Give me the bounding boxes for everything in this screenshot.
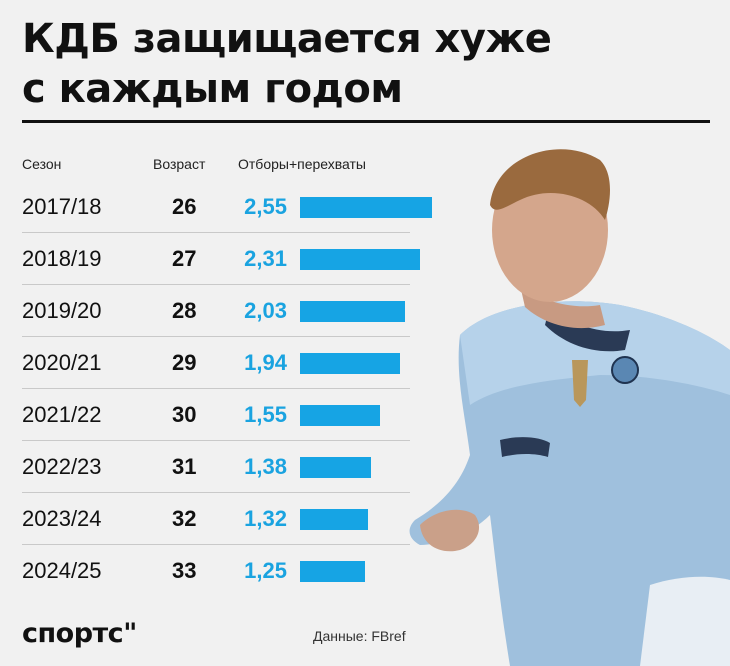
age-value: 33 [172,558,197,583]
age-value: 27 [172,246,197,271]
table-row: 2019/20 28 2,03 [22,285,410,337]
age-value: 31 [172,454,197,479]
value-label: 2,03 [244,298,287,323]
age-value: 32 [172,506,197,531]
value-bar [300,509,369,530]
row-divider [22,388,410,389]
header-season: Сезон [22,156,62,172]
age-value: 29 [172,350,197,375]
table-row: 2020/21 29 1,94 [22,337,410,389]
row-divider [22,284,410,285]
season-label: 2023/24 [22,506,102,531]
value-bar [300,197,432,218]
header-age: Возраст [153,156,206,172]
value-label: 1,38 [244,454,287,479]
value-bar [300,249,420,270]
table-row: 2018/19 27 2,31 [22,233,420,285]
value-bar [300,353,401,374]
value-bar [300,405,381,426]
age-value: 30 [172,402,197,427]
table-row: 2023/24 32 1,32 [22,493,410,545]
season-label: 2022/23 [22,454,102,479]
row-divider [22,544,410,545]
table-row: 2022/23 31 1,38 [22,441,410,493]
row-divider [22,440,410,441]
player-photo [409,149,730,666]
value-bar [300,561,365,582]
value-label: 1,94 [244,350,287,375]
table-row: 2021/22 30 1,55 [22,389,410,441]
row-divider [22,232,410,233]
table-row: 2017/18 26 2,55 [22,181,432,233]
value-label: 2,31 [244,246,287,271]
chart-title: КДБ защищается хуже с каждым годом [22,14,552,114]
season-label: 2017/18 [22,194,102,219]
header-value: Отборы+перехваты [238,156,366,172]
value-label: 1,55 [244,402,287,427]
season-label: 2018/19 [22,246,102,271]
value-label: 1,32 [244,506,287,531]
sports-logo: спортс" [22,618,137,649]
value-label: 2,55 [244,194,287,219]
season-label: 2024/25 [22,558,102,583]
title-line-1: КДБ защищается хуже [22,16,552,62]
season-label: 2019/20 [22,298,102,323]
row-divider [22,336,410,337]
value-bar [300,301,406,322]
table-row: 2024/25 33 1,25 [22,545,410,597]
source-note: Данные: FBref [313,628,406,644]
season-label: 2020/21 [22,350,102,375]
value-label: 1,25 [244,558,287,583]
row-divider [22,492,410,493]
value-bar [300,457,372,478]
title-line-2: с каждым годом [22,66,403,112]
age-value: 28 [172,298,197,323]
title-divider [22,120,710,123]
age-value: 26 [172,194,197,219]
season-label: 2021/22 [22,402,102,427]
